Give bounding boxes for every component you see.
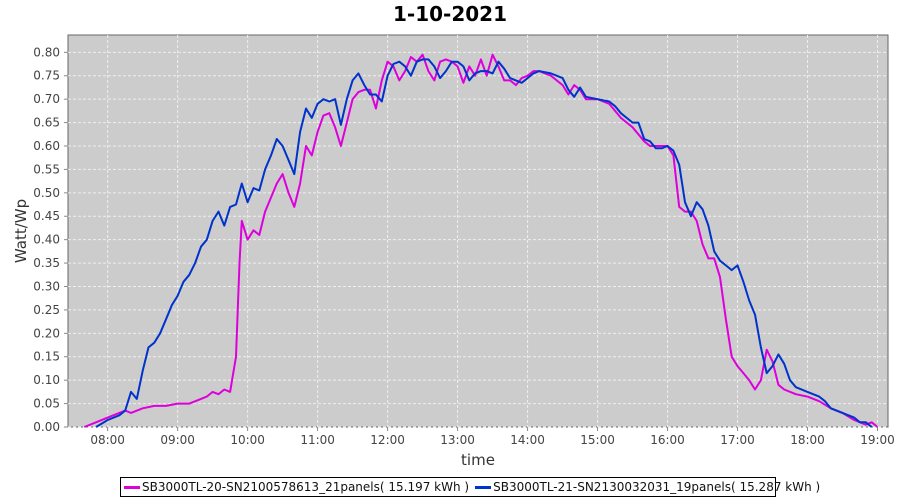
y-axis-label: Watt/Wp xyxy=(12,199,30,263)
y-tick-label: 0.10 xyxy=(33,373,60,387)
x-tick-label: 11:00 xyxy=(300,433,335,447)
y-tick-label: 0.80 xyxy=(33,45,60,59)
x-tick-label: 09:00 xyxy=(160,433,195,447)
y-tick-label: 0.45 xyxy=(33,209,60,223)
y-tick-label: 0.40 xyxy=(33,233,60,247)
x-tick-label: 16:00 xyxy=(650,433,685,447)
x-tick-label: 10:00 xyxy=(230,433,265,447)
x-tick-label: 18:00 xyxy=(790,433,825,447)
y-tick-label: 0.50 xyxy=(33,186,60,200)
legend-item-sb3000tl-20: SB3000TL-20-SN2100578613_21panels( 15.19… xyxy=(124,480,469,494)
x-axis-label: time xyxy=(461,451,495,469)
x-tick-label: 12:00 xyxy=(370,433,405,447)
series-line-0 xyxy=(83,53,879,428)
y-tick-label: 0.55 xyxy=(33,162,60,176)
y-tick-label: 0.75 xyxy=(33,69,60,83)
x-tick-label: 17:00 xyxy=(720,433,755,447)
y-tick-label: 0.65 xyxy=(33,116,60,130)
y-tick-label: 0.00 xyxy=(33,420,60,434)
y-tick-label: 0.30 xyxy=(33,279,60,293)
y-tick-label: 0.35 xyxy=(33,256,60,270)
x-tick-label: 15:00 xyxy=(580,433,615,447)
legend: SB3000TL-20-SN2100578613_21panels( 15.19… xyxy=(120,477,820,497)
chart-title: 1-10-2021 xyxy=(392,2,507,26)
x-tick-label: 13:00 xyxy=(440,433,475,447)
y-tick-label: 0.15 xyxy=(33,350,60,364)
legend-label: SB3000TL-21-SN2130032031_19panels( 15.28… xyxy=(493,480,821,494)
legend-swatch-magenta xyxy=(124,485,140,489)
x-tick-label: 19:00 xyxy=(860,433,895,447)
x-tick-label: 14:00 xyxy=(510,433,545,447)
legend-item-sb3000tl-21: SB3000TL-21-SN2130032031_19panels( 15.28… xyxy=(475,480,820,494)
series-line-1 xyxy=(95,58,873,428)
legend-label: SB3000TL-20-SN2100578613_21panels( 15.19… xyxy=(142,480,470,494)
x-tick-label: 08:00 xyxy=(90,433,125,447)
plot-area xyxy=(67,34,889,428)
y-tick-label: 0.25 xyxy=(33,303,60,317)
legend-swatch-blue xyxy=(475,485,492,489)
y-tick-label: 0.60 xyxy=(33,139,60,153)
y-tick-label: 0.20 xyxy=(33,326,60,340)
y-tick-label: 0.70 xyxy=(33,92,60,106)
y-tick-label: 0.05 xyxy=(33,397,60,411)
